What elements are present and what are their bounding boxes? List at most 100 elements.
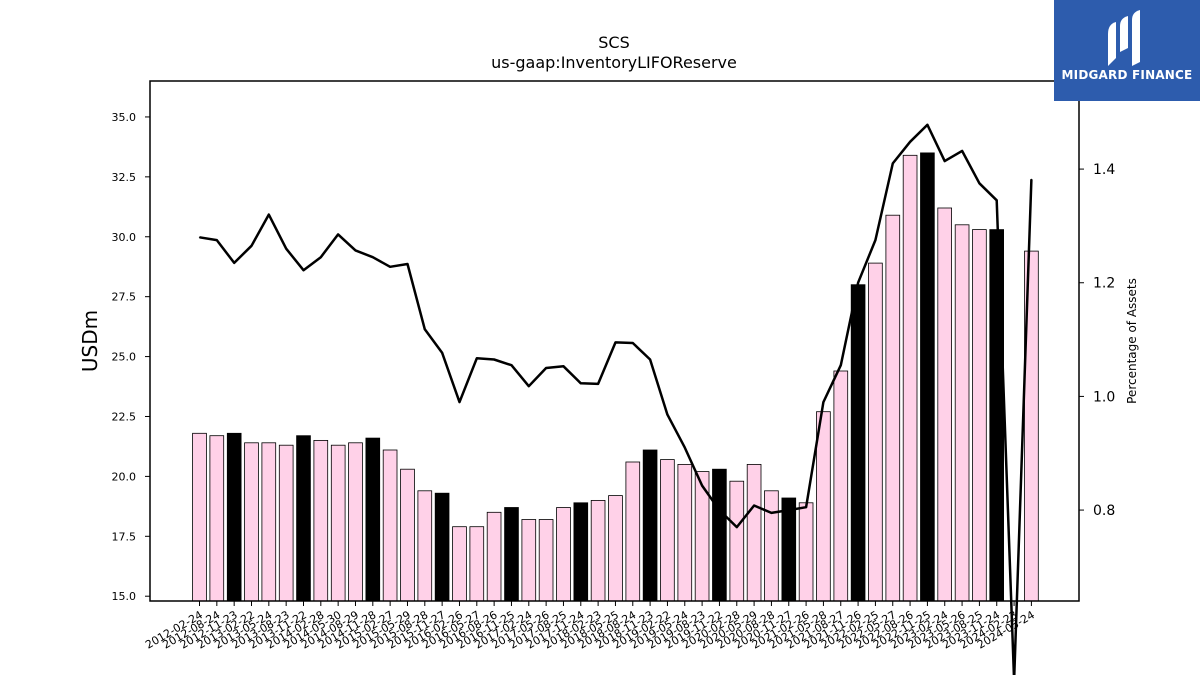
line-point-2023-08-25 xyxy=(978,182,981,184)
line-point-2016-02-26 xyxy=(458,401,461,403)
line-point-2024-05-24 xyxy=(1030,178,1032,180)
line-point-2013-02-22 xyxy=(250,245,253,247)
line-point-2018-05-25 xyxy=(614,341,617,343)
line-point-2014-02-28 xyxy=(320,256,322,258)
y2-tick-label: 1.4 xyxy=(1093,162,1115,178)
bar-2022-11-25 xyxy=(920,152,935,602)
line-point-2013-05-24 xyxy=(268,214,270,216)
bar-2013-08-23 xyxy=(278,444,294,602)
line-point-2017-08-25 xyxy=(562,365,565,367)
y2-axis-label: Percentage of Assets xyxy=(1125,278,1139,404)
bar-2021-05-28 xyxy=(816,411,831,602)
line-point-2022-08-26 xyxy=(909,141,911,143)
line-point-2014-11-28 xyxy=(372,256,374,258)
logo: MIDGARD FINANCE xyxy=(1054,0,1200,101)
line-point-2015-11-27 xyxy=(441,352,443,354)
line-point-2017-11-24 xyxy=(580,382,582,384)
line-point-2021-05-28 xyxy=(822,401,825,403)
line-point-2020-08-28 xyxy=(770,512,773,514)
line-point-2021-02-26 xyxy=(805,506,807,508)
line-point-2015-08-28 xyxy=(424,328,426,330)
line-point-2021-11-26 xyxy=(857,282,859,284)
bar-2014-11-28 xyxy=(365,437,381,602)
bar-2022-08-26 xyxy=(902,154,918,602)
line-point-2014-05-30 xyxy=(337,233,339,235)
bar-2021-02-26 xyxy=(798,502,814,602)
line-point-2023-05-26 xyxy=(961,150,963,152)
line-point-2022-05-27 xyxy=(892,162,894,164)
y2-axis: 0.8 1.0 1.2 1.4 xyxy=(1079,162,1115,519)
line-point-2022-02-25 xyxy=(874,239,877,241)
y-tick-label: 27.5 xyxy=(112,291,137,304)
bar-2012-11-23 xyxy=(226,432,242,602)
bar-2013-02-22 xyxy=(244,442,259,602)
line-point-2012-02-24 xyxy=(198,236,201,238)
bar-2019-02-22 xyxy=(660,459,675,602)
bar-2020-02-28 xyxy=(729,480,745,602)
y-axis: 15.0 17.5 20.0 22.5 25.0 27.5 30.0 32.5 35.0 xyxy=(112,111,150,603)
line-point-2016-11-25 xyxy=(510,364,513,366)
y-axis-label: USDm xyxy=(78,310,102,372)
bar-2020-11-27 xyxy=(781,497,797,602)
y2-tick-label: 1.2 xyxy=(1093,276,1115,292)
y-tick-label: 15.0 xyxy=(112,590,137,603)
bar-2018-11-23 xyxy=(642,449,658,602)
bar-2014-08-29 xyxy=(348,442,363,602)
plot-frame xyxy=(149,80,1080,602)
line-point-2013-08-23 xyxy=(285,248,287,250)
bar-2015-11-27 xyxy=(434,492,450,602)
bar-2017-05-26 xyxy=(538,519,554,602)
y-tick-label: 32.5 xyxy=(112,171,137,184)
y-tick-label: 30.0 xyxy=(112,231,137,244)
line-point-2020-02-28 xyxy=(736,526,738,528)
line-point-2016-08-26 xyxy=(493,358,495,361)
bar-2015-02-27 xyxy=(382,449,398,602)
chart-title: SCS xyxy=(598,33,629,52)
y-tick-label: 20.0 xyxy=(112,470,137,483)
line-point-2019-02-22 xyxy=(666,414,669,416)
y-tick-label: 22.5 xyxy=(112,410,137,423)
y-tick-label: 25.0 xyxy=(112,351,137,364)
bar-2016-08-26 xyxy=(486,511,502,602)
line-point-2012-11-23 xyxy=(233,262,235,264)
x-axis: 2012-02-242012-08-242012-11-232013-02-22… xyxy=(143,601,1037,652)
line-point-2015-05-29 xyxy=(406,263,409,265)
logo-text: MIDGARD FINANCE xyxy=(1061,68,1193,82)
y2-tick-label: 0.8 xyxy=(1093,503,1115,519)
line-point-2012-08-24 xyxy=(216,239,218,241)
bar-2020-08-28 xyxy=(764,490,779,602)
y-tick-label: 35.0 xyxy=(112,111,137,124)
line-point-2023-11-24 xyxy=(996,199,998,201)
line-point-2018-08-24 xyxy=(632,342,634,344)
bar-2018-08-24 xyxy=(625,461,641,602)
y2-tick-label: 1.0 xyxy=(1093,389,1115,405)
line-point-2019-05-24 xyxy=(684,447,686,449)
bar-2021-11-26 xyxy=(850,284,866,602)
line-point-2016-05-27 xyxy=(476,357,478,359)
bar-2012-02-24 xyxy=(192,432,207,602)
line-point-2019-08-23 xyxy=(701,485,703,487)
bar-2019-05-24 xyxy=(677,463,693,602)
line-point-2013-11-22 xyxy=(302,269,305,271)
line-point-2018-02-23 xyxy=(597,383,599,385)
bar-2017-11-24 xyxy=(573,502,589,602)
bar-2015-05-29 xyxy=(400,468,415,602)
bar-2014-02-28 xyxy=(313,439,329,602)
bar-2015-08-28 xyxy=(417,490,433,602)
chart-subtitle: us-gaap:InventoryLIFOReserve xyxy=(491,53,737,72)
line-point-2020-11-27 xyxy=(788,509,790,511)
bar-2013-11-22 xyxy=(296,435,311,602)
bar-2018-02-23 xyxy=(590,499,606,602)
bar-2016-05-27 xyxy=(469,526,485,602)
line-point-2020-05-29 xyxy=(753,504,755,507)
bar-2023-05-26 xyxy=(954,224,970,602)
bar-2012-08-24 xyxy=(209,435,225,602)
bar-2023-02-24 xyxy=(937,207,952,602)
line-point-2018-11-23 xyxy=(649,358,651,361)
bar-2017-08-25 xyxy=(556,507,571,602)
bar-2023-08-25 xyxy=(972,229,987,602)
bar-2016-02-26 xyxy=(452,526,467,602)
bar-2018-05-25 xyxy=(608,495,623,602)
bar-2013-05-24 xyxy=(261,442,277,602)
